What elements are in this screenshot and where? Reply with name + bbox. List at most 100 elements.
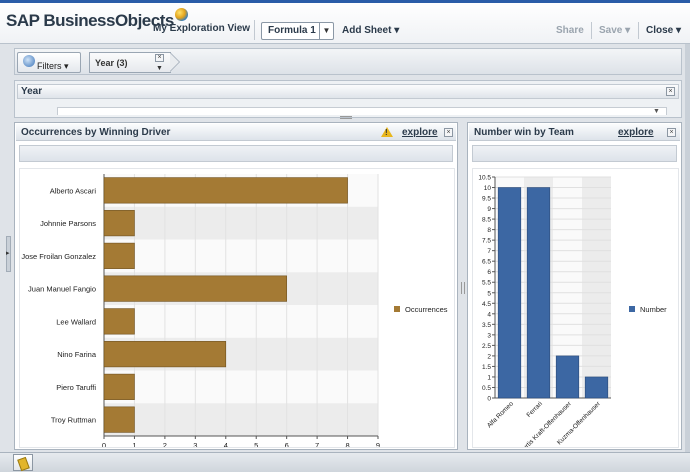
explore-link[interactable]: explore xyxy=(618,127,654,138)
divider xyxy=(591,22,592,39)
grid-band xyxy=(104,370,378,404)
y-tick-label: 2.5 xyxy=(482,343,491,350)
x-tick-label: 8 xyxy=(345,441,349,447)
close-icon[interactable]: × xyxy=(444,128,453,137)
bar-5 xyxy=(103,341,227,368)
bar-2 xyxy=(555,355,580,399)
y-tick-label: 4.5 xyxy=(482,301,491,308)
y-tick-label: 10 xyxy=(484,185,492,192)
y-tick-label: 3 xyxy=(487,332,491,339)
divider xyxy=(254,20,255,40)
panel-toolbar xyxy=(472,145,677,162)
logo-ball-icon xyxy=(174,8,188,21)
bar-6 xyxy=(103,373,135,400)
x-tick-label: 9 xyxy=(376,441,380,447)
year-facet-panel: Year × ▼ xyxy=(14,80,682,118)
category-label: Alberto Ascari xyxy=(50,186,97,195)
panel-title: Occurrences by Winning Driver xyxy=(21,127,171,138)
category-label: Johnnie Parsons xyxy=(40,219,96,228)
year-filter-chip[interactable]: Year (3) × ▼ xyxy=(89,52,171,73)
panel-title: Number win by Team xyxy=(474,127,574,138)
x-tick-label: 7 xyxy=(315,441,319,447)
y-tick-label: 5.5 xyxy=(482,280,491,287)
y-tick-label: 7 xyxy=(487,248,491,255)
bar-1 xyxy=(103,210,135,237)
category-label: Ferrari xyxy=(525,400,543,418)
panel-header: Number win by Team explore × xyxy=(469,124,680,141)
chart-area: Alberto Ascari Johnnie Parsons Jose Froila… xyxy=(19,168,455,450)
pencil-tool-icon[interactable] xyxy=(13,454,33,471)
formula-tab[interactable]: Formula 1 ▼ xyxy=(261,22,334,40)
y-tick-label: 6 xyxy=(487,269,491,276)
bar-3 xyxy=(103,275,287,302)
splitter-handle-icon[interactable] xyxy=(340,116,352,119)
grid-band xyxy=(104,305,378,338)
splitter-handle-icon[interactable] xyxy=(461,282,465,294)
y-tick-label: 7.5 xyxy=(482,238,491,245)
y-tick-label: 10.5 xyxy=(478,175,491,182)
chart-area: 0 0.5 1 1.5 2 2.5 3 3.5 4 4.5 5 5.5 6 6.5 7 7.5 8 8.5 9 9.5… xyxy=(472,168,679,455)
grid-band xyxy=(582,177,611,398)
chevron-down-icon[interactable]: ▼ xyxy=(156,65,163,72)
bar-7 xyxy=(103,406,135,433)
bar-2 xyxy=(103,242,135,269)
category-label: Troy Ruttman xyxy=(51,416,96,425)
legend-label: Occurrences xyxy=(405,305,448,314)
share-button[interactable]: Share xyxy=(556,25,584,36)
y-tick-label: 9.5 xyxy=(482,196,491,203)
close-icon[interactable]: × xyxy=(667,128,676,137)
grid-band xyxy=(104,239,378,273)
chip-arrow-fill xyxy=(170,53,179,71)
y-tick-label: 5 xyxy=(487,290,491,297)
team-chart-panel: Number win by Team explore × 0 0.5 1 1.5 2 2.… xyxy=(467,122,682,455)
y-tick-label: 1 xyxy=(487,374,491,381)
x-tick-label: 1 xyxy=(132,441,136,447)
y-tick-label: 0.5 xyxy=(482,385,491,392)
bar-0 xyxy=(497,187,522,399)
year-values-list[interactable] xyxy=(57,107,667,115)
right-edge xyxy=(685,44,690,452)
grid-band xyxy=(104,206,378,240)
occurrences-chart-panel: Occurrences by Winning Driver explore × … xyxy=(14,122,458,450)
y-tick-label: 3.5 xyxy=(482,322,491,329)
y-tick-label: 6.5 xyxy=(482,259,491,266)
category-label: Juan Manuel Fangio xyxy=(28,285,96,294)
bar-1 xyxy=(526,187,551,399)
x-tick-label: 2 xyxy=(163,441,167,447)
view-title: My Exploration View xyxy=(153,23,251,34)
close-button[interactable]: Close ▾ xyxy=(646,25,682,36)
filters-button[interactable]: Filters ▾ xyxy=(17,52,81,73)
legend-swatch xyxy=(629,306,635,312)
x-tick-label: 4 xyxy=(224,441,228,447)
year-chip-label: Year (3) xyxy=(95,58,128,68)
x-tick-label: 6 xyxy=(285,441,289,447)
category-label: Nino Farina xyxy=(57,350,97,359)
team-bar-chart: 0 0.5 1 1.5 2 2.5 3 3.5 4 4.5 5 5.5 6 6.5 7 7.5 8 8.5 9 9.5… xyxy=(478,175,667,455)
filters-label: Filters ▾ xyxy=(37,61,69,71)
close-icon[interactable]: × xyxy=(155,54,164,62)
save-button[interactable]: Save ▾ xyxy=(599,25,631,36)
chevron-down-icon[interactable]: ▼ xyxy=(653,108,660,115)
chevron-down-icon[interactable]: ▼ xyxy=(319,23,333,39)
legend-label: Number xyxy=(640,305,667,314)
x-tick-label: 3 xyxy=(193,441,197,447)
add-sheet-button[interactable]: Add Sheet ▾ xyxy=(342,25,400,36)
explore-link[interactable]: explore xyxy=(402,127,438,138)
y-tick-label: 2 xyxy=(487,353,491,360)
close-icon[interactable]: × xyxy=(666,87,675,96)
year-panel-title: Year xyxy=(21,86,43,97)
legend-swatch xyxy=(394,306,400,312)
panel-header: Occurrences by Winning Driver explore × xyxy=(16,124,456,141)
globe-filter-icon xyxy=(23,55,35,67)
expand-rail[interactable] xyxy=(6,236,11,272)
y-tick-label: 1.5 xyxy=(482,364,491,371)
y-tick-label: 4 xyxy=(487,311,491,318)
filter-bar: Filters ▾ Year (3) × ▼ xyxy=(14,48,682,75)
status-bar xyxy=(0,452,690,472)
y-tick-label: 9 xyxy=(487,206,491,213)
app-logo: SAP BusinessObjects xyxy=(6,8,188,31)
year-panel-header: Year × xyxy=(17,84,679,99)
x-tick-label: 0 xyxy=(102,441,106,447)
category-label: Piero Taruffi xyxy=(56,383,96,392)
bar-0 xyxy=(103,177,348,204)
